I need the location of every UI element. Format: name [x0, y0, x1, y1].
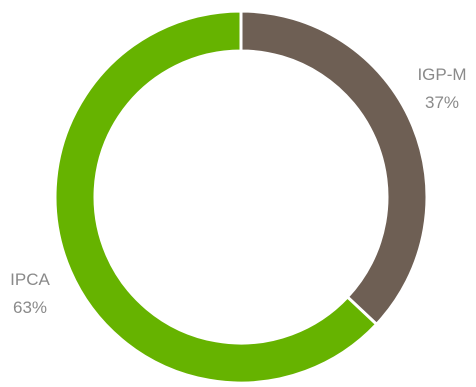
slice-label-ipca: IPCA [10, 270, 50, 289]
donut-slice-igp-m [239, 9, 429, 327]
slice-value-ipca: 63% [13, 298, 47, 317]
donut-slice-ipca [53, 9, 379, 385]
slice-value-igpm: 37% [425, 93, 459, 112]
slice-label-igpm: IGP-M [417, 65, 466, 84]
donut-slices [53, 9, 429, 385]
